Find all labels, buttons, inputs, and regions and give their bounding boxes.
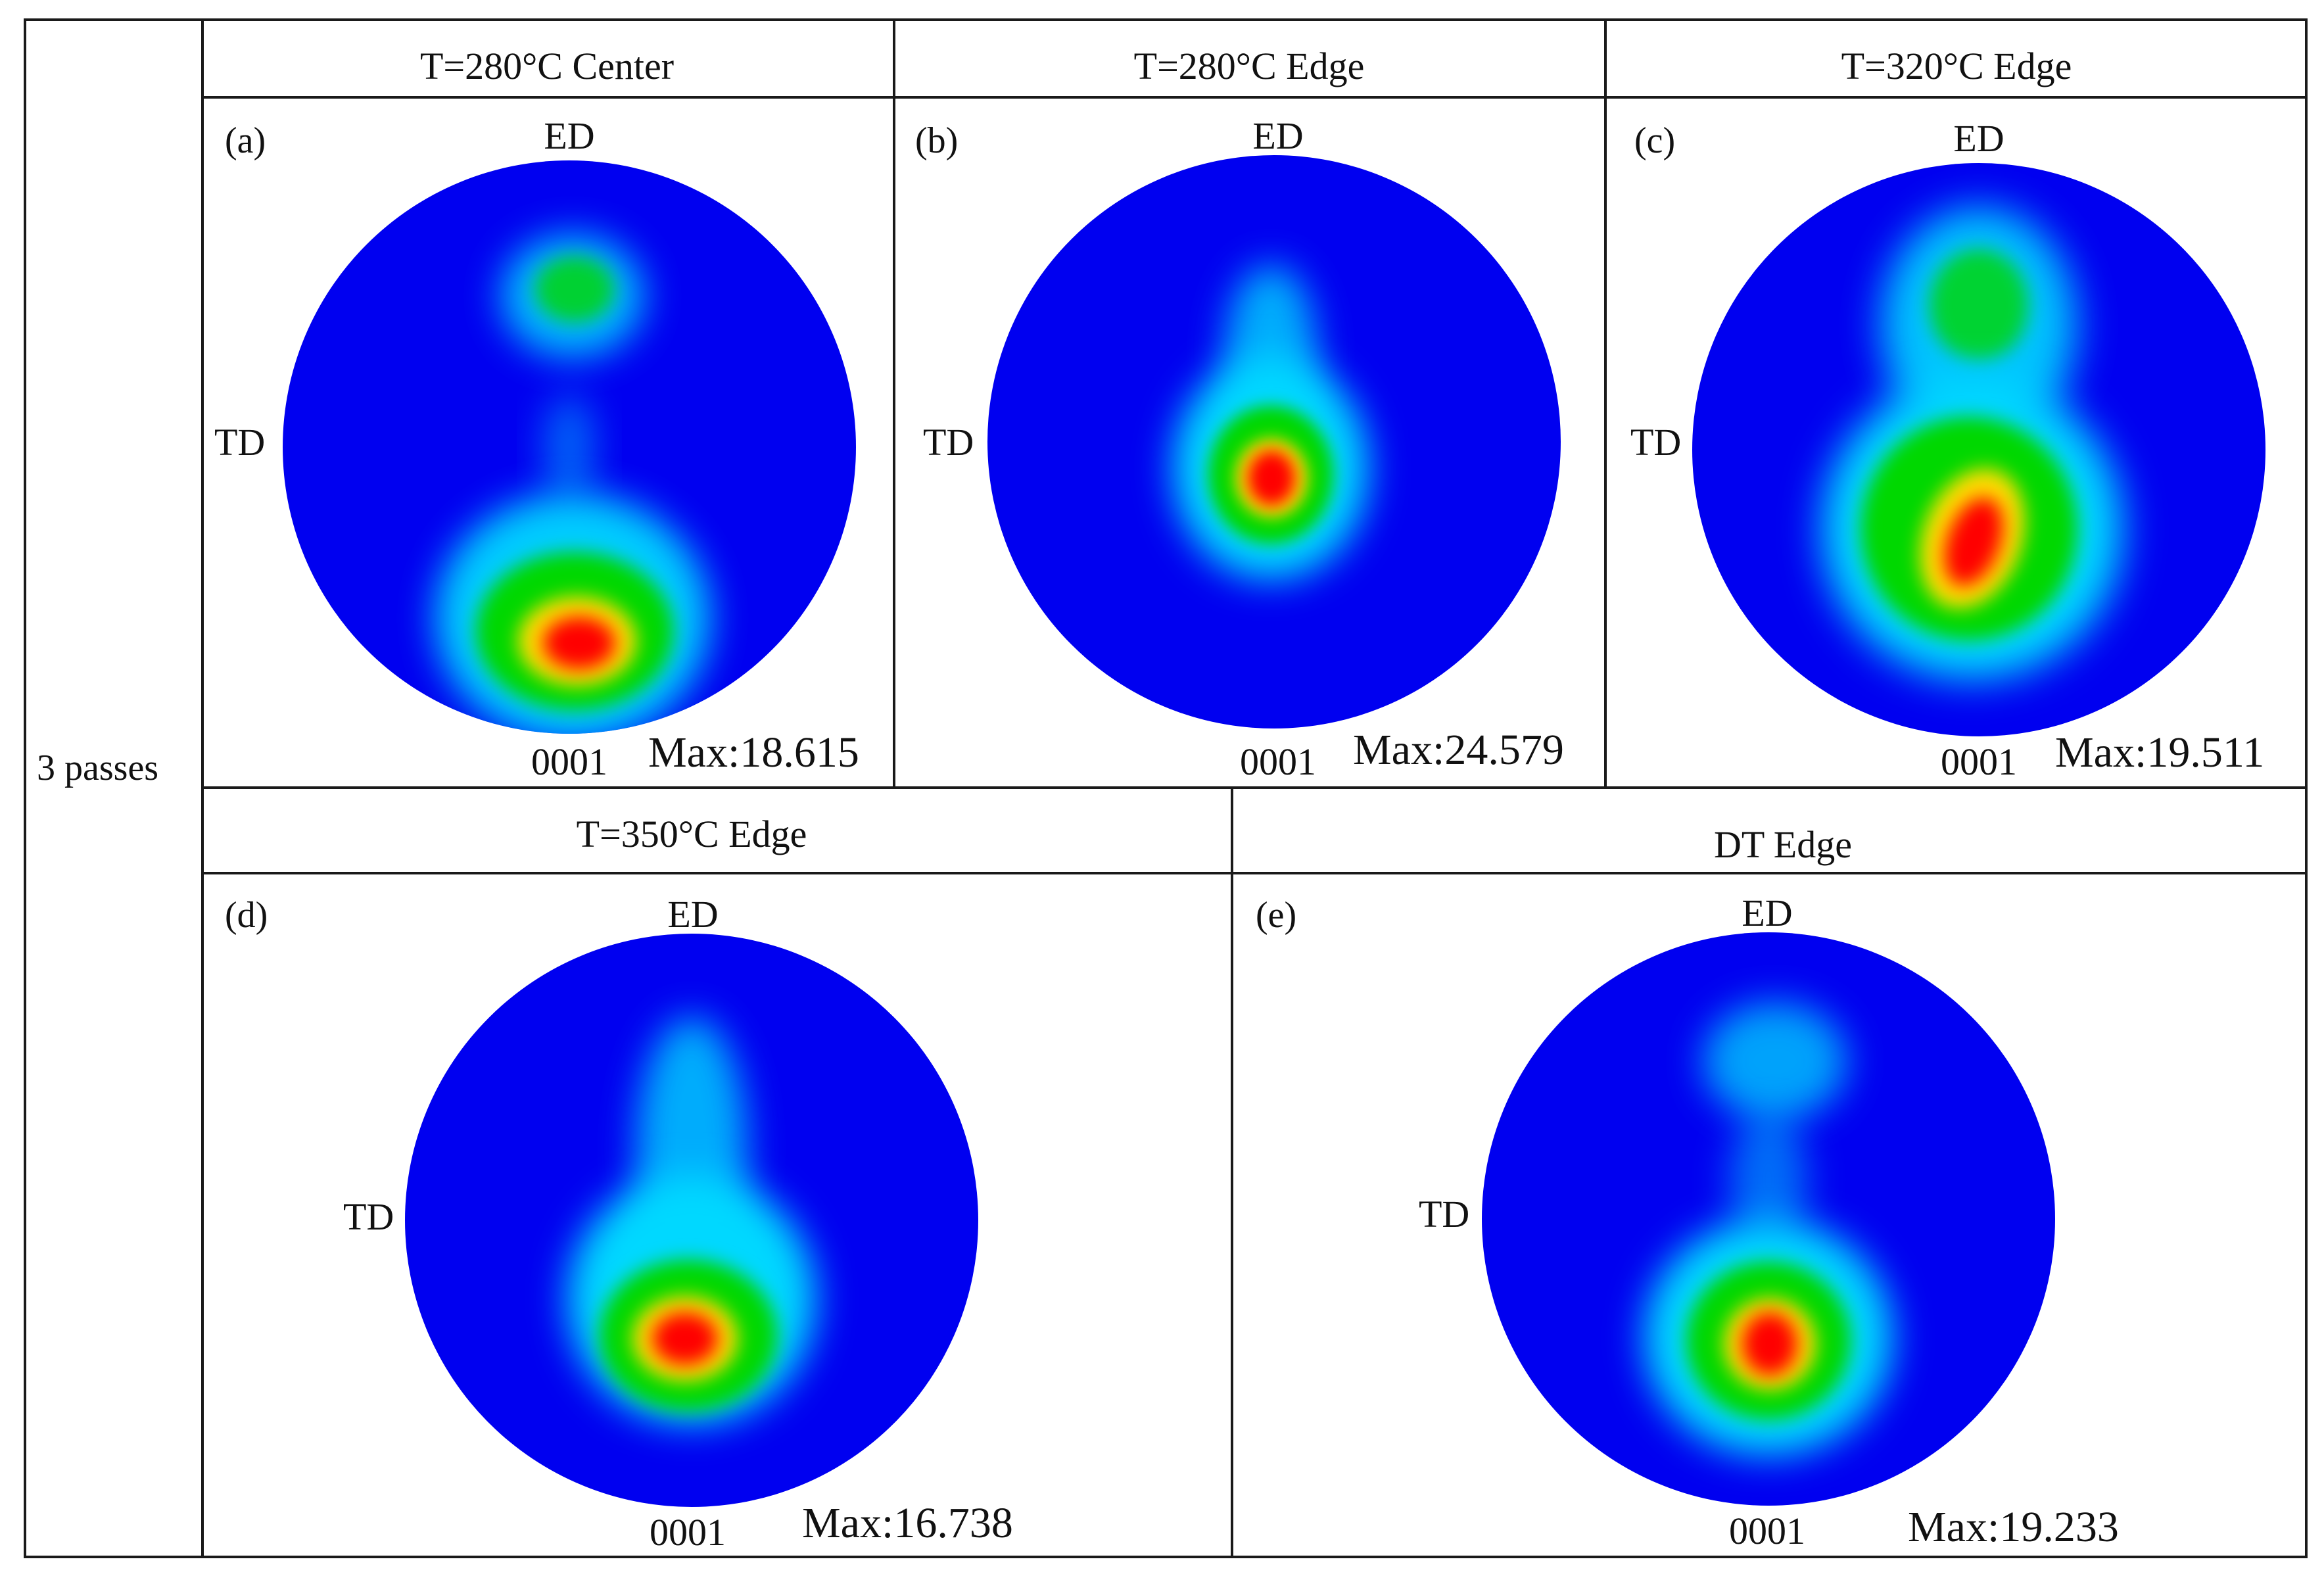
panel-a-ed-label: ED: [544, 114, 595, 157]
panel-b-pole-figure: [987, 155, 1561, 728]
panel-a-pole-figure: [283, 160, 856, 734]
panel-b-axis-label: 0001: [1240, 740, 1316, 783]
panel-b-td-label: TD: [923, 421, 974, 464]
row-divider: [201, 786, 2308, 789]
panel-e-label: (e): [1256, 895, 1297, 936]
panel-e-max: Max:19.233: [1908, 1503, 2119, 1551]
panel-c-label: (c): [1634, 120, 1676, 161]
intensity-peak: [543, 617, 615, 669]
column-divider-ab: [893, 18, 895, 788]
panel-a-label: (a): [225, 120, 266, 161]
panel-d-axis-label: 0001: [650, 1511, 726, 1554]
panel-e-header: DT Edge: [1714, 823, 1852, 866]
panel-c-ed-label: ED: [1953, 117, 2004, 160]
panel-c-axis-label: 0001: [1941, 740, 2017, 783]
panel-a-td-label: TD: [214, 421, 266, 464]
intensity-halo: [543, 394, 596, 500]
intensity-peak: [1248, 450, 1295, 506]
panel-e-ed-label: ED: [1742, 892, 1793, 934]
header-divider-bottom: [201, 872, 2308, 874]
panel-a-header: T=280°C Center: [419, 45, 675, 87]
panel-a-max: Max:18.615: [648, 728, 859, 776]
panel-e-td-label: TD: [1419, 1193, 1470, 1235]
panel-d-ed-label: ED: [667, 893, 719, 936]
column-divider-bc: [1604, 18, 1607, 788]
panel-a-axis-label: 0001: [531, 740, 607, 783]
panel-e-axis-label: 0001: [1729, 1510, 1805, 1552]
intensity-peak: [1742, 1312, 1797, 1375]
panel-c-header: T=320°C Edge: [1841, 45, 2072, 87]
panel-c-pole-figure: [1692, 163, 2265, 736]
panel-d-td-label: TD: [343, 1195, 394, 1238]
panel-d-header: T=350°C Edge: [576, 813, 807, 855]
intensity-peak: [1944, 497, 2003, 586]
panel-c-max: Max:19.511: [2055, 728, 2265, 776]
header-divider-top: [201, 96, 2308, 99]
intensity-halo: [1703, 1002, 1847, 1120]
panel-d-max: Max:16.738: [802, 1499, 1013, 1547]
row-label: 3 passes: [37, 748, 159, 788]
column-divider-de: [1231, 786, 1233, 1558]
panel-b-label: (b): [915, 120, 959, 161]
panel-b-header: T=280°C Edge: [1133, 45, 1365, 87]
panel-d-label: (d): [225, 895, 268, 936]
panel-c-td-label: TD: [1630, 421, 1682, 464]
intensity-core: [535, 256, 614, 322]
intensity-halo: [1729, 1114, 1808, 1245]
panel-b-ed-label: ED: [1252, 114, 1304, 157]
intensity-core: [1930, 249, 2028, 361]
intensity-peak: [652, 1312, 718, 1365]
panel-e-pole-figure: [1482, 932, 2055, 1506]
panel-d-pole-figure: [405, 934, 978, 1507]
panel-b-max: Max:24.579: [1353, 726, 1564, 774]
